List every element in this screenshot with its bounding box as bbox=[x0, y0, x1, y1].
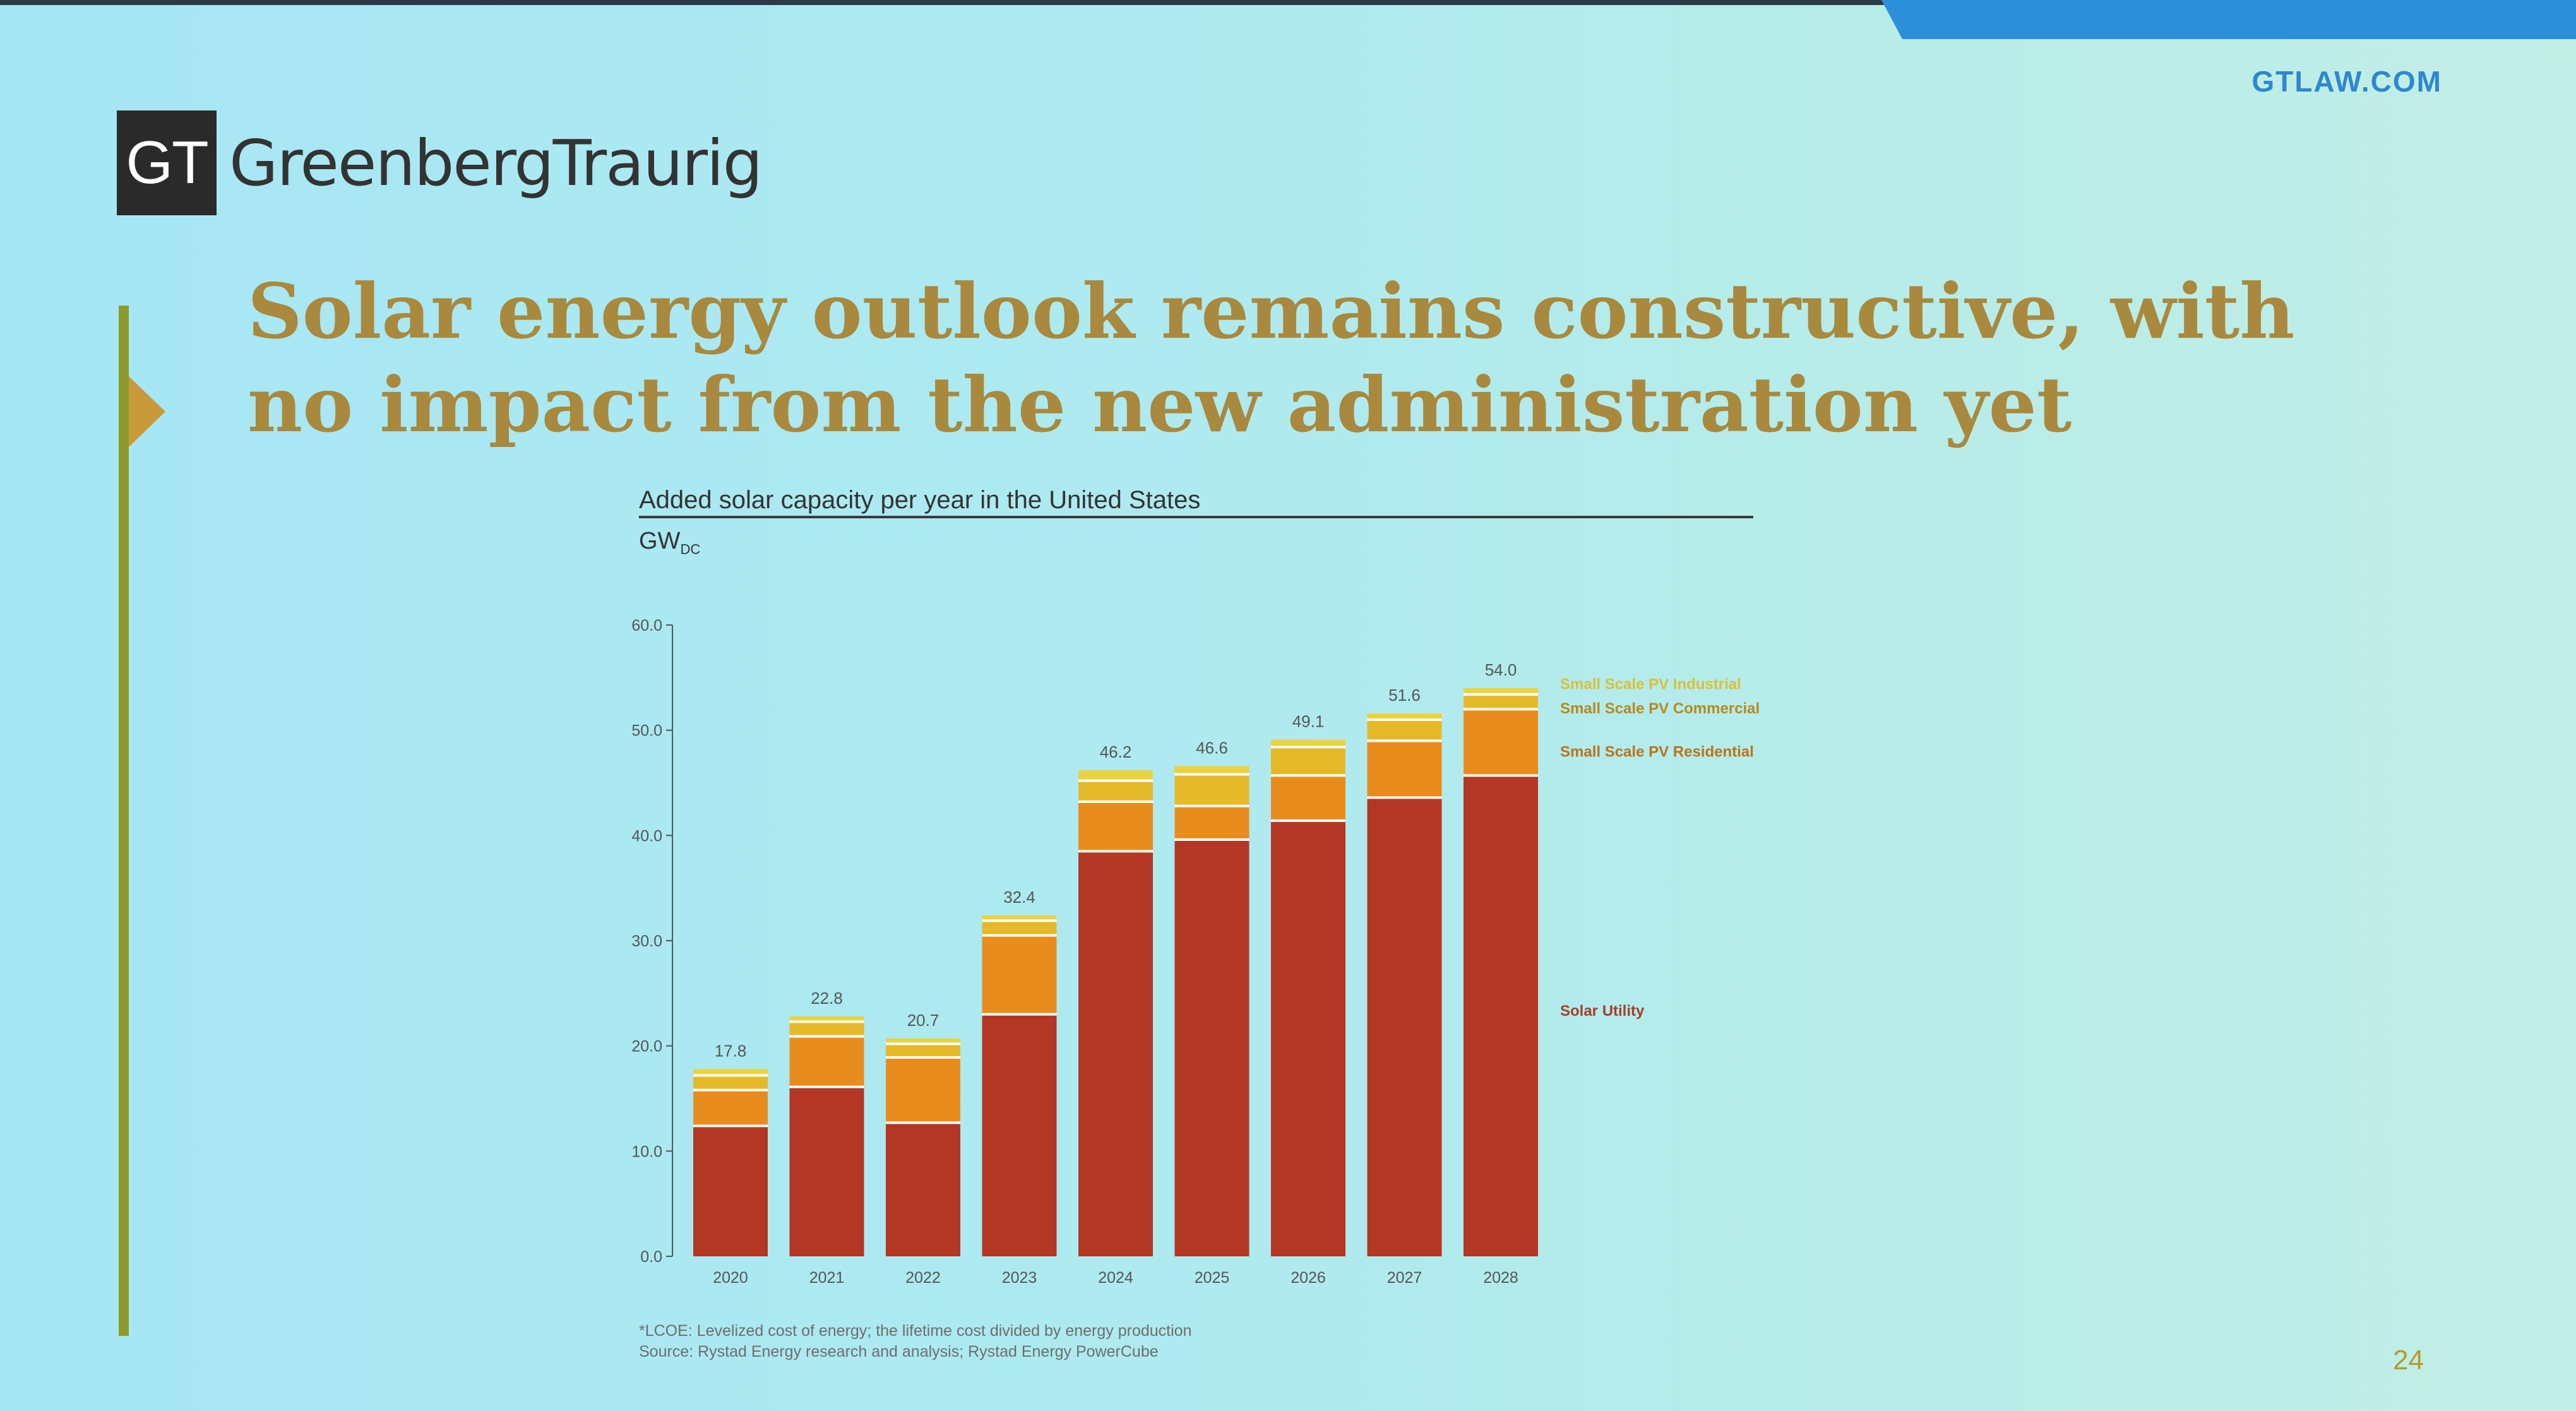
data-label: 32.4 bbox=[1003, 888, 1035, 907]
data-label: 17.8 bbox=[715, 1041, 747, 1060]
chart-title-rule bbox=[639, 516, 1753, 518]
x-tick-label: 2028 bbox=[1483, 1269, 1518, 1287]
x-tick-label: 2026 bbox=[1291, 1269, 1326, 1287]
data-label: 49.1 bbox=[1292, 712, 1325, 731]
bar-segment bbox=[982, 935, 1057, 1015]
chart-unit: GWDC bbox=[639, 528, 701, 557]
chart-title: Added solar capacity per year in the Uni… bbox=[639, 486, 1201, 514]
bar-segment bbox=[1078, 851, 1153, 1256]
bar-segment bbox=[693, 1075, 768, 1090]
logo-mark: GT bbox=[117, 110, 217, 215]
footnote-source: Source: Rystad Energy research and analy… bbox=[639, 1343, 1159, 1360]
x-tick-label: 2023 bbox=[1002, 1269, 1037, 1287]
bar-segment bbox=[1464, 775, 1538, 1256]
legend-entry: Solar Utility bbox=[1560, 1003, 1645, 1020]
bar-segment bbox=[982, 1014, 1057, 1256]
bar-segment bbox=[1078, 802, 1153, 852]
data-label: 46.2 bbox=[1100, 742, 1132, 761]
bar-segment bbox=[1174, 774, 1249, 806]
bar-segment bbox=[1367, 713, 1442, 720]
bar-segment bbox=[789, 1087, 864, 1256]
legend-entry: Small Scale PV Industrial bbox=[1560, 676, 1741, 693]
bar-segment bbox=[789, 1016, 864, 1022]
x-tick-label: 2024 bbox=[1098, 1269, 1133, 1287]
arrow-marker-icon bbox=[129, 376, 165, 447]
data-label: 20.7 bbox=[907, 1011, 939, 1030]
bar-segment bbox=[886, 1044, 960, 1057]
page-number: 24 bbox=[2393, 1345, 2424, 1376]
bar-segment bbox=[1271, 821, 1345, 1256]
bar-segment bbox=[1078, 780, 1153, 802]
bar-segment bbox=[886, 1039, 960, 1044]
bar-segment bbox=[1367, 741, 1442, 798]
slide-headline: Solar energy outlook remains constructiv… bbox=[247, 267, 2295, 449]
bar-segment bbox=[982, 920, 1057, 936]
bar-segment bbox=[1367, 720, 1442, 741]
company-logo: GT GreenbergTraurig bbox=[117, 110, 763, 215]
bar-segment bbox=[886, 1122, 960, 1256]
accent-band bbox=[1881, 0, 2576, 39]
bar-segment bbox=[1367, 797, 1442, 1256]
x-tick-label: 2020 bbox=[713, 1269, 748, 1287]
site-url[interactable]: GTLAW.COM bbox=[2251, 65, 2442, 98]
x-tick-label: 2025 bbox=[1195, 1269, 1230, 1287]
bar-segment bbox=[1078, 770, 1153, 781]
bar-segment bbox=[1464, 709, 1538, 776]
bar-segment bbox=[1464, 694, 1538, 710]
y-tick-label: 20.0 bbox=[631, 1038, 662, 1056]
bar-segment bbox=[693, 1090, 768, 1126]
y-tick-label: 60.0 bbox=[631, 617, 662, 634]
bar-segment bbox=[1271, 775, 1345, 821]
y-tick-label: 0.0 bbox=[640, 1248, 662, 1266]
data-label: 51.6 bbox=[1388, 686, 1421, 705]
y-tick-label: 30.0 bbox=[631, 932, 662, 950]
bar-segment bbox=[789, 1021, 864, 1037]
bar-segment bbox=[1271, 739, 1345, 747]
bar-segment bbox=[1174, 806, 1249, 840]
x-tick-label: 2021 bbox=[809, 1269, 845, 1287]
legend-entry: Small Scale PV Residential bbox=[1560, 743, 1754, 760]
data-label: 46.6 bbox=[1196, 738, 1228, 757]
y-tick-label: 50.0 bbox=[631, 722, 662, 740]
y-tick-label: 40.0 bbox=[631, 827, 662, 845]
bar-segment bbox=[693, 1069, 768, 1076]
data-label: 54.0 bbox=[1485, 660, 1517, 679]
side-rule bbox=[119, 306, 129, 1336]
footnote-lcoe: *LCOE: Levelized cost of energy; the lif… bbox=[639, 1322, 1192, 1340]
bar-segment bbox=[886, 1057, 960, 1123]
data-label: 22.8 bbox=[811, 989, 843, 1008]
bar-segment bbox=[1464, 688, 1538, 694]
legend-entry: Small Scale PV Commercial bbox=[1560, 700, 1760, 717]
bar-segment bbox=[1174, 766, 1249, 775]
bar-segment bbox=[693, 1126, 768, 1256]
top-border bbox=[0, 0, 2576, 5]
logo-wordmark: GreenbergTraurig bbox=[229, 126, 763, 200]
x-tick-label: 2027 bbox=[1387, 1269, 1422, 1287]
x-tick-label: 2022 bbox=[905, 1269, 941, 1287]
bar-segment bbox=[982, 915, 1057, 921]
y-tick-label: 10.0 bbox=[631, 1143, 662, 1160]
bar-segment bbox=[1174, 840, 1249, 1256]
bar-segment bbox=[789, 1036, 864, 1087]
bar-segment bbox=[1271, 747, 1345, 776]
